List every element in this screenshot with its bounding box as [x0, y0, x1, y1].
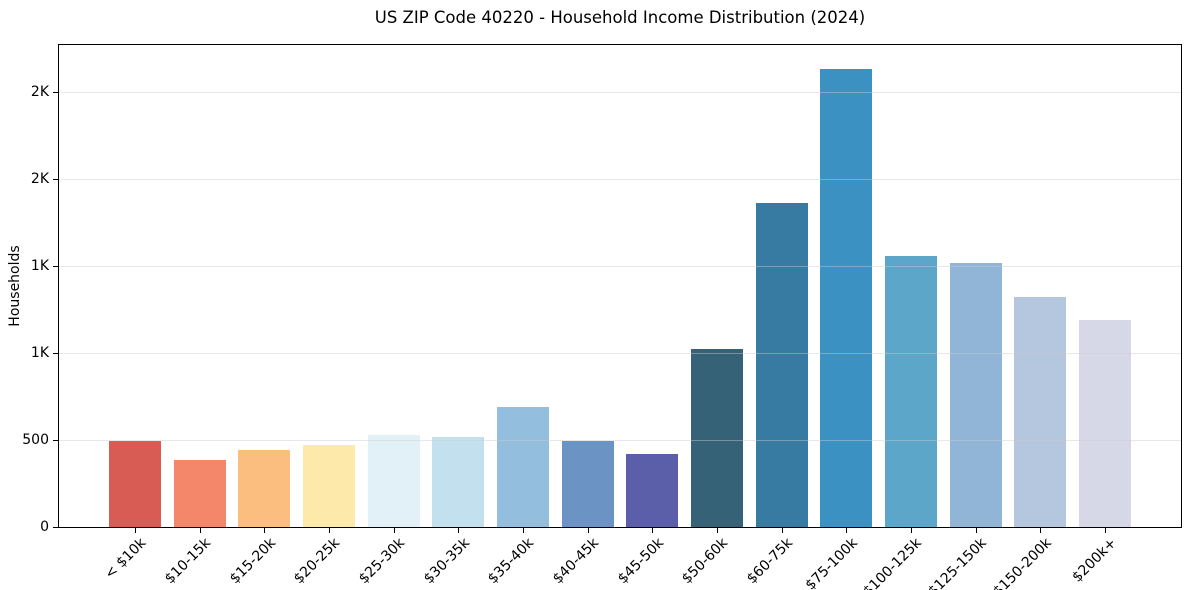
y-tick-mark: [53, 179, 58, 180]
y-tick-label: 2K: [30, 171, 49, 187]
y-tick-mark: [53, 440, 58, 441]
x-tick-label: < $10k: [101, 535, 150, 583]
bar-40-45k: [561, 440, 614, 527]
gridline: [59, 179, 1181, 180]
x-tick-mark: [458, 528, 459, 533]
plot-area: [58, 44, 1182, 528]
gridline: [59, 440, 1181, 441]
x-tick-label: $50-60k: [679, 535, 732, 588]
gridline: [59, 266, 1181, 267]
bar-30-35k: [432, 436, 485, 527]
x-tick-label: $10-15k: [161, 535, 215, 588]
x-tick-label: $200k+: [1068, 535, 1120, 586]
x-tick-mark: [1105, 528, 1106, 533]
x-tick-mark: [846, 528, 847, 533]
y-tick-label: 1K: [30, 345, 49, 361]
x-tick-mark: [200, 528, 201, 533]
y-tick-mark: [53, 92, 58, 93]
x-tick-mark: [652, 528, 653, 533]
bar-10k: [109, 440, 161, 527]
y-tick-label: 2K: [30, 84, 49, 100]
gridline: [59, 353, 1181, 354]
chart-title: US ZIP Code 40220 - Household Income Dis…: [374, 8, 866, 27]
bar-60-75k: [755, 203, 808, 527]
gridline: [59, 92, 1181, 93]
x-tick-mark: [588, 528, 589, 533]
x-tick-label: $75-100k: [802, 535, 861, 590]
x-tick-label: $20-25k: [291, 535, 344, 588]
x-tick-mark: [329, 528, 330, 533]
x-tick-label: $35-40k: [485, 535, 538, 588]
bar-45-50k: [626, 453, 679, 527]
x-tick-mark: [976, 528, 977, 533]
x-tick-label: $15-20k: [226, 535, 279, 588]
bar-10-15k: [173, 460, 226, 527]
x-tick-mark: [135, 528, 136, 533]
bar-100-125k: [885, 255, 937, 527]
bar-35-40k: [497, 406, 549, 527]
x-tick-mark: [911, 528, 912, 533]
bar-50-60k: [691, 348, 743, 527]
y-tick-mark: [53, 527, 58, 528]
x-tick-label: $40-45k: [549, 535, 603, 588]
bar-75-100k: [820, 69, 873, 527]
x-tick-label: $45-50k: [614, 535, 667, 588]
y-tick-label: 0: [40, 519, 49, 535]
x-tick-mark: [523, 528, 524, 533]
bar-200k: [1079, 319, 1131, 527]
bar-15-20k: [238, 449, 291, 527]
x-tick-label: $100-125k: [860, 535, 926, 590]
y-tick-label: 1K: [30, 258, 49, 274]
x-tick-label: $30-35k: [420, 535, 473, 588]
x-tick-label: $25-30k: [355, 535, 409, 588]
y-tick-mark: [53, 266, 58, 267]
bar-25-30k: [367, 434, 420, 527]
bar-125-150k: [949, 262, 1002, 527]
x-tick-mark: [782, 528, 783, 533]
bar-20-25k: [303, 445, 355, 527]
x-tick-label: $150-200k: [989, 535, 1055, 590]
x-tick-mark: [717, 528, 718, 533]
x-tick-label: $60-75k: [743, 535, 797, 588]
y-tick-label: 500: [22, 432, 49, 448]
x-tick-mark: [264, 528, 265, 533]
x-tick-mark: [394, 528, 395, 533]
bar-150-200k: [1014, 297, 1067, 527]
y-tick-mark: [53, 353, 58, 354]
x-tick-mark: [1040, 528, 1041, 533]
x-tick-label: $125-150k: [925, 535, 991, 590]
